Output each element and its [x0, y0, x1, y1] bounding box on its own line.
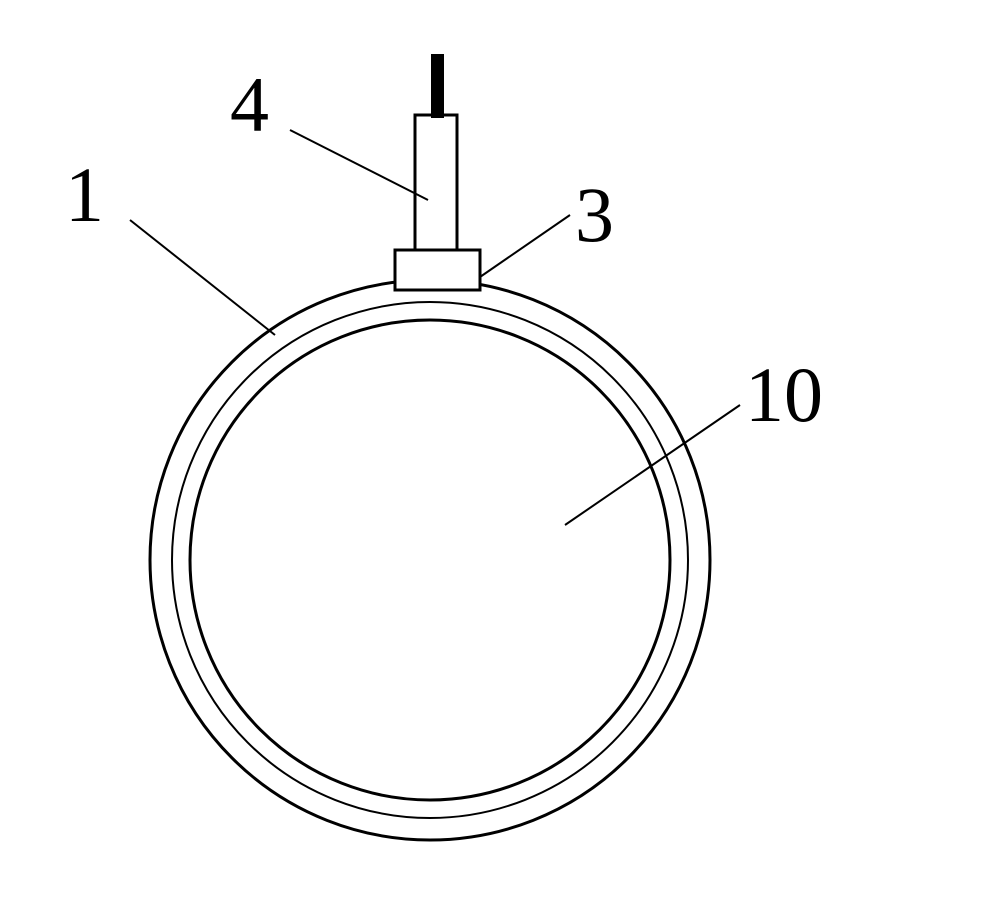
connector-box — [395, 250, 480, 290]
label-3: 3 — [575, 170, 614, 260]
leader-line-4 — [290, 130, 428, 200]
middle-ring — [172, 302, 688, 818]
tip — [432, 55, 443, 117]
stem — [415, 115, 457, 250]
label-4: 4 — [230, 60, 269, 150]
leader-line-1 — [130, 220, 275, 335]
technical-diagram — [0, 0, 1000, 900]
label-10: 10 — [745, 350, 823, 440]
leader-line-3 — [480, 215, 570, 277]
leader-line-10 — [565, 405, 740, 525]
inner-ring — [190, 320, 670, 800]
label-1: 1 — [65, 150, 104, 240]
outer-ring — [150, 280, 710, 840]
